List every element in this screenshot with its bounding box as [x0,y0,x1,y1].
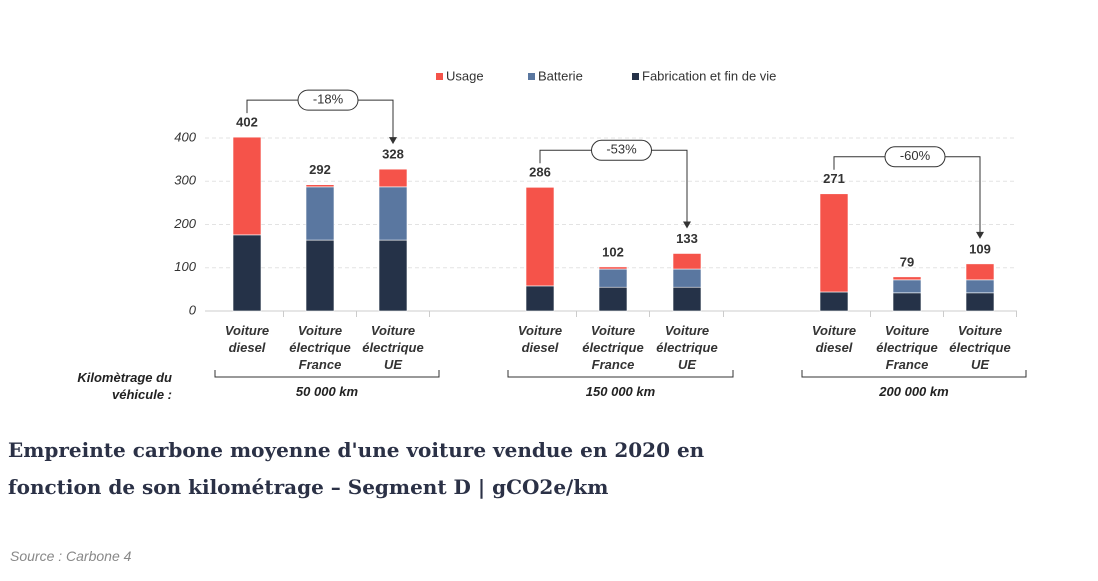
legend-label: Batterie [538,68,583,83]
group-bracket [214,370,440,378]
bar-segment [305,186,335,241]
legend-swatch [436,73,443,80]
bar-segment [965,263,995,281]
bar-segment [378,239,408,312]
x-tick-label: Voiture diesel [517,323,563,355]
total-label: 271 [823,171,845,186]
bar-segment [525,187,555,287]
x-tick-label: Voiture électrique UE [362,323,424,372]
chart-title: Empreinte carbone moyenne d'une voiture … [8,438,705,499]
total-label: 102 [602,244,624,259]
x-tick-label: Voiture diesel [811,323,857,355]
x-tick-label: Voiture électrique UE [656,323,718,372]
legend-swatch [632,73,639,80]
total-label: 328 [382,147,404,162]
bar-segment [672,268,702,288]
arrow-head [389,137,397,145]
legend-label: Fabrication et fin de vie [642,68,776,83]
bar-segment [892,292,922,312]
bar-segment [232,136,262,236]
y-tick-label: 300 [174,173,196,188]
bar-segment [819,291,849,312]
total-label: 402 [236,115,258,130]
x-axis-label: Kilomètrage du véhicule : [77,370,172,402]
total-label: 286 [529,165,551,180]
bar-segment [525,285,555,312]
group-label: 200 000 km [879,384,949,399]
annotation-box [297,89,359,111]
total-label: 292 [309,162,331,177]
group-label: 50 000 km [295,384,359,399]
annotation-box [591,139,652,161]
x-tick-label: Voiture électrique France [582,323,644,372]
total-label: 79 [900,254,914,269]
bar-segment [598,286,628,312]
source: Source : Carbone 4 [10,548,132,564]
bar-segment [672,286,702,312]
arrow-head [683,221,691,229]
legend-swatch [528,73,535,80]
bar-segment [598,266,628,270]
annotation: -18% [313,92,344,107]
x-tick-label: Voiture électrique France [876,323,938,372]
arrow [833,156,981,238]
group-bracket [801,370,1027,378]
annotation: -60% [900,148,931,163]
bar-segment [305,184,335,188]
y-tick-label: 400 [174,129,196,144]
bar-segment [892,276,922,281]
y-tick-label: 0 [189,302,197,317]
legend-label: Usage [446,68,484,83]
y-tick-label: 200 [173,216,196,231]
x-tick-label: Voiture électrique UE [949,323,1011,372]
annotation-box [884,146,946,168]
y-tick-label: 100 [174,259,196,274]
bar-segment [232,234,262,312]
bar-segment [378,168,408,188]
bar-segment [378,186,408,241]
annotation: -53% [606,142,637,157]
x-tick-label: Voiture électrique France [289,323,351,372]
bar-segment [305,239,335,312]
group-label: 150 000 km [585,384,656,399]
group-bracket [507,370,734,378]
bar-segment [819,193,849,293]
arrow-head [976,231,984,239]
bar-segment [892,279,922,294]
bar-segment [965,292,995,312]
total-label: 133 [676,231,698,246]
bar-segment [965,279,995,294]
x-tick-label: Voiture diesel [224,323,270,355]
bar-segment [672,253,702,270]
arrow [539,149,688,228]
bar-segment [598,268,628,288]
total-label: 109 [969,241,991,256]
